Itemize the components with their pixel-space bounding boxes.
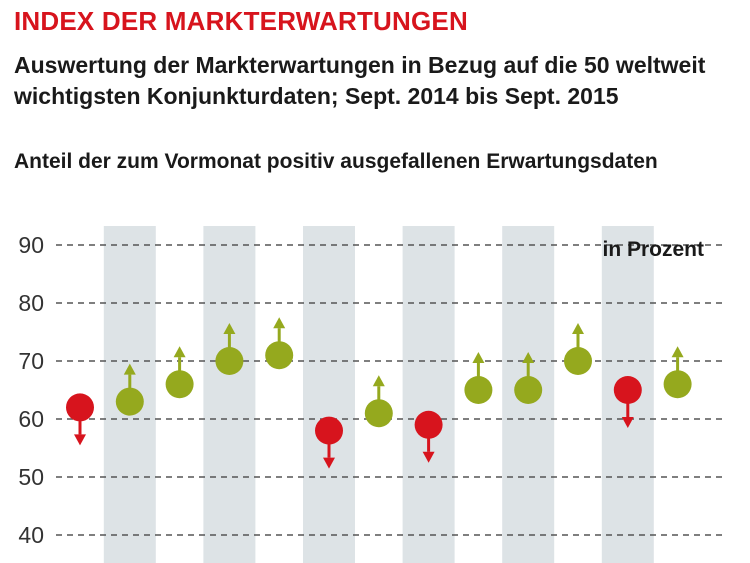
y-tick-label: 50 — [18, 464, 44, 490]
arrow-down-icon — [74, 434, 86, 446]
arrow-up-icon — [123, 363, 136, 375]
data-point-circle — [265, 341, 294, 370]
data-point-circle — [215, 347, 244, 375]
arrow-up-icon — [273, 317, 286, 329]
chart-subtitle: Auswertung der Markterwartungen in Bezug… — [14, 52, 706, 109]
data-point-circle — [364, 399, 393, 428]
arrow-up-icon — [472, 352, 485, 363]
y-tick-label: 70 — [18, 348, 44, 374]
arrow-up-icon — [572, 323, 584, 334]
data-point-8 — [414, 410, 443, 463]
data-point-circle — [464, 376, 493, 404]
column-bands — [103, 226, 654, 563]
chart-title: INDEX DER MARKTERWARTUNGEN — [14, 6, 468, 36]
data-point-circle — [115, 387, 144, 416]
y-tick-label: 80 — [18, 290, 44, 316]
data-point-2 — [115, 363, 144, 416]
data-point-6 — [315, 416, 343, 469]
data-point-13 — [663, 346, 692, 399]
arrow-up-icon — [223, 323, 236, 334]
data-point-circle — [564, 347, 592, 375]
data-point-11 — [564, 323, 592, 375]
data-point-10 — [514, 352, 543, 404]
arrow-down-icon — [621, 417, 634, 428]
y-tick-label: 60 — [18, 406, 44, 432]
arrow-up-icon — [522, 352, 535, 363]
data-point-circle — [663, 370, 692, 399]
data-point-circle — [514, 376, 543, 404]
unit-label: in Prozent — [602, 238, 704, 261]
y-tick-label: 90 — [18, 232, 44, 258]
data-point-circle — [414, 410, 443, 439]
arrow-up-icon — [173, 346, 186, 358]
arrow-down-icon — [323, 457, 335, 469]
data-point-circle — [165, 370, 194, 399]
y-tick-label: 40 — [18, 522, 44, 548]
gridlines — [56, 244, 722, 536]
data-point-circle — [613, 376, 642, 404]
arrow-up-icon — [372, 375, 385, 387]
data-point-3 — [165, 346, 194, 399]
data-points — [66, 317, 692, 469]
arrow-up-icon — [671, 346, 684, 358]
data-point-1 — [66, 393, 94, 446]
data-point-circle — [315, 416, 343, 445]
arrow-down-icon — [422, 451, 435, 463]
column-band — [203, 226, 256, 563]
data-point-7 — [364, 375, 393, 428]
chart-caption: Anteil der zum Vormonat positiv ausgefal… — [14, 150, 658, 173]
y-axis-ticks: 40 50 60 70 80 90 — [18, 232, 44, 548]
data-point-circle — [66, 393, 94, 422]
data-point-9 — [464, 352, 493, 404]
data-point-5 — [265, 317, 294, 370]
data-point-12 — [613, 376, 642, 428]
data-point-4 — [215, 323, 244, 375]
column-band — [303, 226, 355, 563]
column-band — [402, 226, 455, 563]
